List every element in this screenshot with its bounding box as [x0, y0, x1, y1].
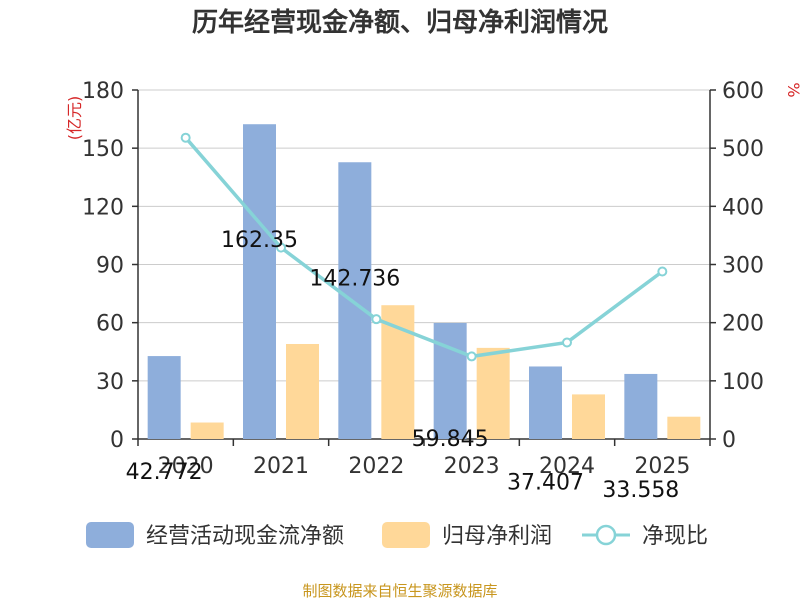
- right-tick-label: 0: [722, 428, 736, 453]
- left-tick-label: 30: [96, 370, 124, 395]
- data-label: 162.35: [221, 228, 298, 253]
- left-tick-label: 0: [110, 428, 124, 453]
- x-tick-label: 2022: [348, 454, 404, 479]
- x-tick-label: 2024: [539, 454, 595, 479]
- data-label: 37.407: [507, 470, 584, 495]
- data-label: 142.736: [309, 266, 400, 291]
- legend-label-cash-flow: 经营活动现金流净额: [146, 524, 344, 549]
- x-tick-label: 2021: [253, 454, 309, 479]
- right-tick-label: 300: [722, 254, 764, 279]
- x-tick-label: 2025: [634, 454, 690, 479]
- ratio-point: [276, 242, 286, 253]
- ratio-point: [657, 266, 668, 277]
- left-tick-label: 150: [82, 137, 124, 162]
- bar-cash-flow: [624, 373, 658, 439]
- legend: 经营活动现金流净额 归母净利润 净现比: [86, 522, 708, 549]
- legend-label-net-profit: 归母净利润: [442, 524, 552, 549]
- bar-net-profit: [476, 347, 510, 439]
- bar-cash-flow: [529, 366, 562, 439]
- right-tick-label: 600: [722, 79, 764, 104]
- ratio-point: [562, 337, 572, 348]
- left-tick-label: 120: [82, 195, 124, 220]
- bar-net-profit: [190, 422, 224, 439]
- left-axis-unit: (亿元): [65, 96, 84, 141]
- right-tick-label: 100: [722, 370, 764, 395]
- data-label: 33.558: [602, 478, 679, 503]
- ratio-point: [180, 132, 191, 143]
- x-tick-label: 2023: [444, 454, 500, 479]
- data-label: 59.845: [412, 427, 489, 452]
- ratio-point: [466, 351, 477, 362]
- x-axis: 2020 2021 2022 2023 2024 2025: [137, 438, 711, 479]
- right-axis-unit: %: [784, 82, 800, 97]
- left-tick-label: 90: [96, 254, 124, 279]
- right-tick-label: 200: [722, 312, 764, 337]
- right-axis: 0 100 200 300 400 500 600: [709, 79, 764, 453]
- bar-cash-flow: [243, 124, 276, 440]
- x-tick-label: 2020: [158, 454, 214, 479]
- left-tick-label: 60: [96, 312, 124, 337]
- bar-net-profit: [286, 343, 319, 439]
- bar-cash-flow: [433, 322, 467, 439]
- bar-cash-flow: [338, 162, 372, 439]
- bar-net-profit: [667, 416, 701, 439]
- legend-swatch-cash-flow: [86, 522, 134, 548]
- chart-title: 历年经营现金净额、归母净利润情况: [192, 7, 608, 38]
- gridlines: [138, 89, 710, 382]
- legend-marker-ratio: [595, 524, 617, 546]
- source-note: 制图数据来自恒生聚源数据库: [302, 582, 497, 600]
- left-axis: 0 30 60 90 120 150 180: [82, 79, 139, 453]
- data-labels: 42.772 162.35 142.736 59.845 37.407 33.558: [126, 228, 680, 503]
- legend-swatch-net-profit: [382, 522, 430, 548]
- ratio-point: [371, 314, 382, 325]
- bar-net-profit: [381, 305, 415, 439]
- bar-cash-flow: [147, 356, 181, 439]
- bar-net-profit: [572, 394, 605, 439]
- right-tick-label: 400: [722, 195, 764, 220]
- bars: [147, 124, 701, 440]
- right-tick-label: 500: [722, 137, 764, 162]
- legend-label-ratio: 净现比: [642, 524, 708, 549]
- ratio-line: [180, 132, 668, 362]
- ratio-line-path: [184, 136, 664, 359]
- left-tick-label: 180: [82, 79, 124, 104]
- data-label: 42.772: [126, 460, 203, 485]
